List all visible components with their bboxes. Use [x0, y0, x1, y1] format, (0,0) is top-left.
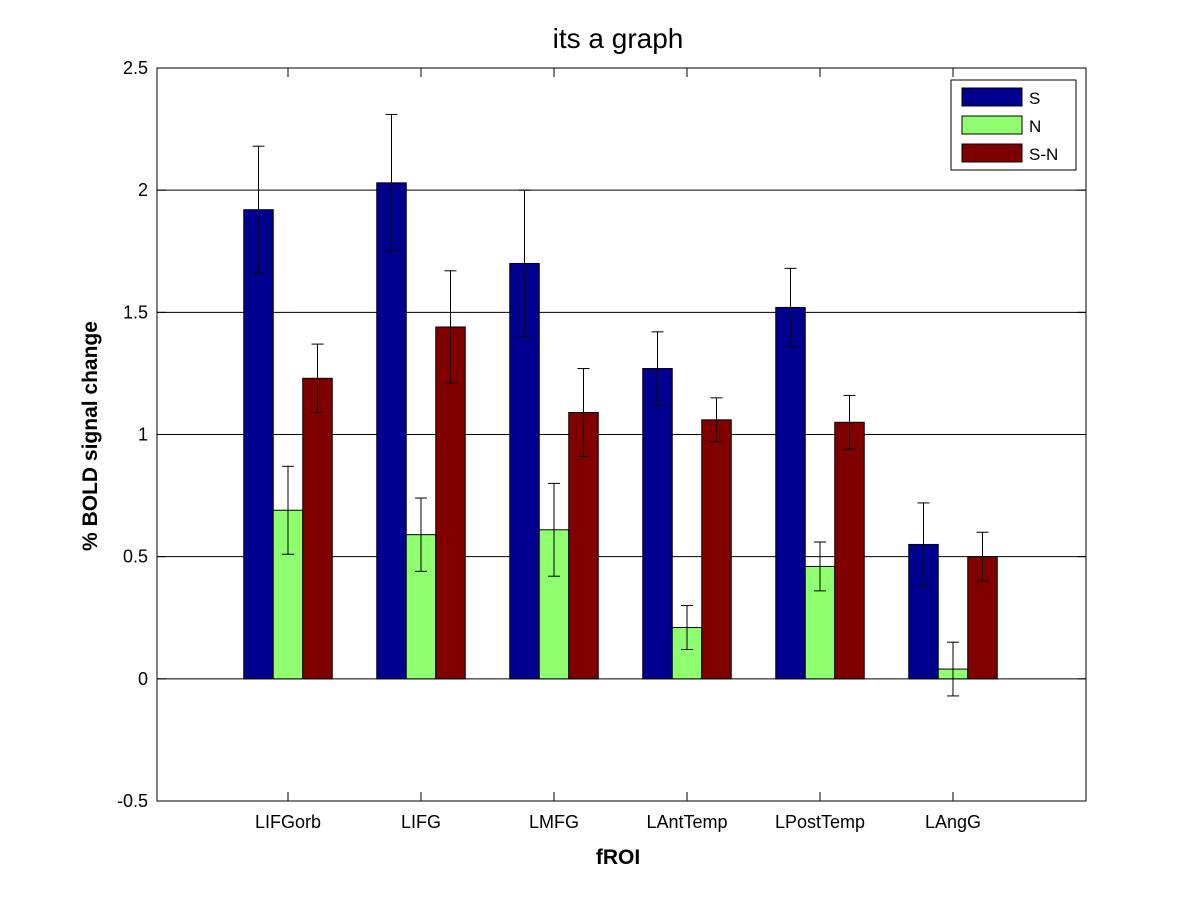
legend-swatch-s [961, 87, 1023, 107]
x-tick-label: LAntTemp [646, 812, 727, 832]
y-tick-label: 0.5 [123, 547, 148, 567]
x-tick-label: LPostTemp [775, 812, 865, 832]
error-bars [252, 113, 989, 697]
legend-label-s: S [1029, 89, 1040, 108]
bar-s-lposttemp [775, 306, 806, 680]
y-tick-labels: -0.5 0 0.5 1 1.5 2 2.5 [117, 58, 148, 811]
bar-s-n-lanttemp [701, 419, 732, 680]
legend-label-s-n: S-N [1029, 145, 1058, 164]
axis-ticks [157, 67, 1086, 802]
bar-s-lanttemp [642, 368, 673, 680]
chart-title: its a graph [553, 23, 684, 54]
y-axis-label: % BOLD signal change [79, 321, 102, 551]
legend-swatch-s-n [961, 143, 1023, 163]
x-tick-label: LMFG [529, 812, 579, 832]
bar-s-n-lifgorb [302, 377, 333, 680]
bar-s-n-lposttemp [834, 421, 865, 680]
y-tick-label: 2 [138, 180, 148, 200]
x-axis-label: fROI [596, 846, 640, 869]
y-tick-label: 0 [138, 669, 148, 689]
x-tick-label: LIFGorb [255, 812, 321, 832]
y-tick-label: -0.5 [117, 791, 148, 811]
x-tick-label: LIFG [401, 812, 441, 832]
bar-s-lifgorb [243, 209, 274, 680]
bar-s-lifg [376, 182, 407, 680]
y-tick-label: 1.5 [123, 302, 148, 322]
legend-swatch-n [961, 115, 1023, 135]
bars [243, 182, 998, 680]
x-tick-labels: LIFGorb LIFG LMFG LAntTemp LPostTemp LAngG [255, 812, 981, 832]
legend-label-n: N [1029, 117, 1041, 136]
y-tick-label: 2.5 [123, 58, 148, 78]
bar-s-langg [908, 543, 939, 680]
legend: SN S-N [950, 79, 1077, 171]
x-tick-label: LAngG [925, 812, 981, 832]
y-tick-label: 1 [138, 425, 148, 445]
